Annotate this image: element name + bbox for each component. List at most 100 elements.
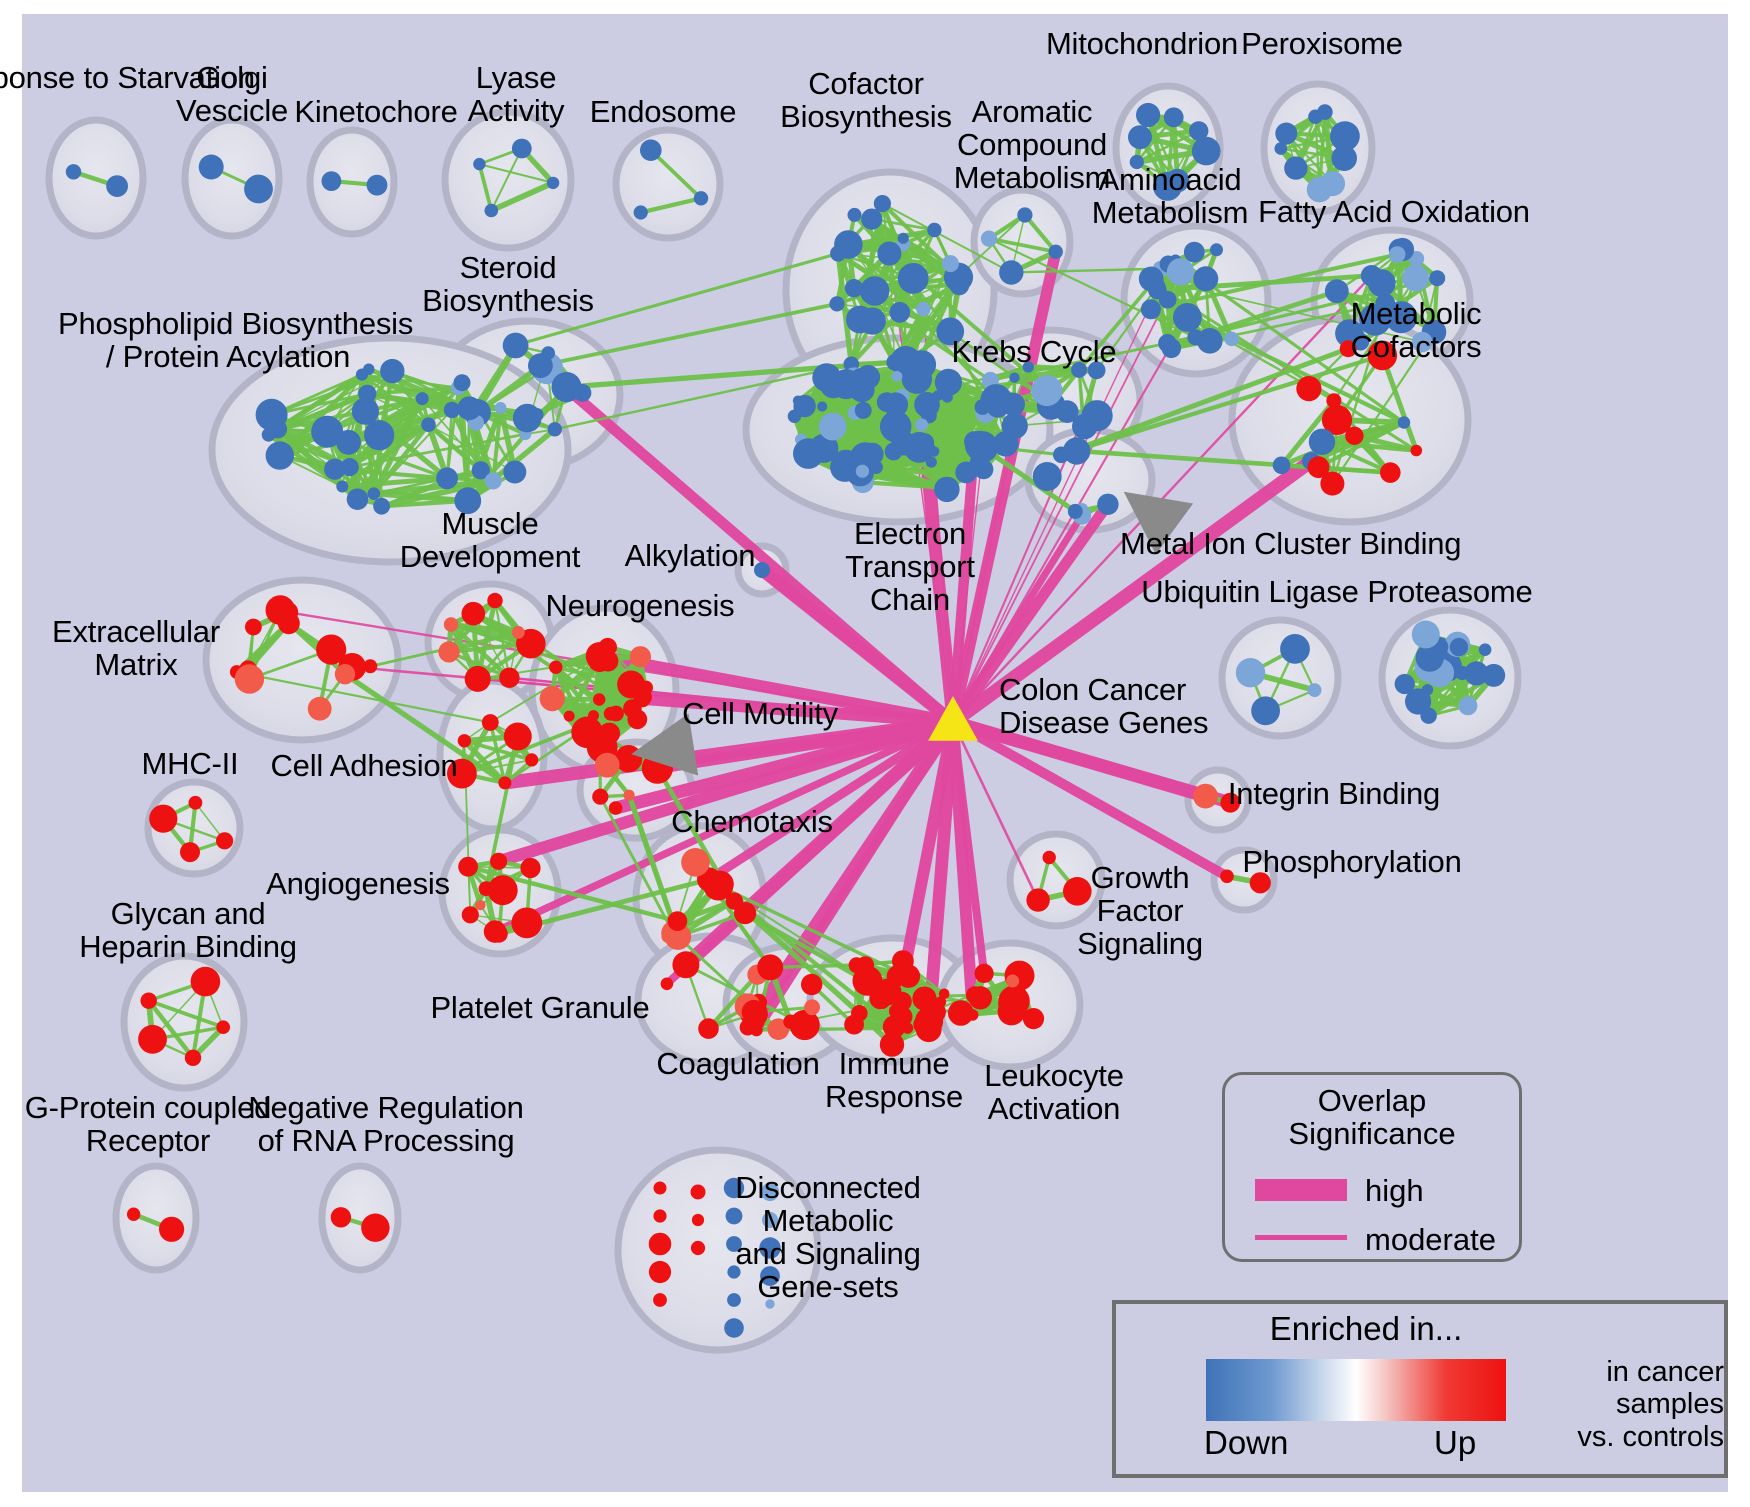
legend-label-down: Down (1204, 1424, 1289, 1461)
gene-set-node (603, 706, 618, 721)
gene-set-node (1042, 850, 1056, 865)
gene-set-node (973, 459, 994, 480)
gene-set-node (855, 464, 870, 478)
gene-set-node (547, 422, 562, 437)
gene-set-node (1410, 444, 1423, 457)
gene-set-node (464, 665, 491, 692)
gene-set-node (623, 789, 635, 801)
gene-set-overlap-edge (342, 475, 448, 489)
gene-set-node (1224, 331, 1239, 347)
gene-set-node (321, 171, 342, 192)
gene-set-node (311, 415, 344, 448)
gene-set-node (1097, 493, 1119, 515)
gene-set-node (964, 431, 985, 452)
cluster-label: Endosome (589, 94, 737, 129)
gene-set-node (261, 427, 276, 442)
gene-set-node (936, 317, 965, 346)
gene-set-node (1022, 1008, 1045, 1030)
gene-set-node (563, 710, 575, 722)
cluster-label: Cofactor Biosynthesis (780, 66, 952, 134)
cluster-label: Coagulation (656, 1046, 820, 1081)
cluster-label: Neurogenesis (545, 588, 735, 623)
inter-cluster-edge (988, 237, 1196, 339)
gene-set-node (1006, 974, 1020, 988)
inter-cluster-edge (540, 301, 838, 368)
gene-set-overlap-edge (477, 163, 494, 211)
gene-set-node (817, 401, 828, 412)
hub-node-colon-cancer-disease-genes[interactable] (928, 696, 978, 741)
gene-set-node (1251, 696, 1280, 726)
gene-set-node (1415, 643, 1444, 672)
gene-set-node (1394, 673, 1415, 695)
gene-set-node (198, 154, 224, 180)
gene-set-node (126, 1207, 141, 1221)
gene-set-node (498, 776, 512, 790)
gene-set-node (847, 207, 862, 222)
inter-cluster-edge (349, 432, 526, 469)
gene-set-node (891, 370, 903, 382)
gene-set-node (905, 975, 916, 986)
gene-set-node (792, 395, 804, 406)
hub-edge-moderate (951, 721, 1040, 901)
gene-set-node (1397, 416, 1411, 429)
gene-set-overlap-edge (381, 498, 468, 509)
legend-label-moderate: moderate (1365, 1222, 1496, 1257)
annotation-arrow (1123, 491, 1194, 555)
gene-set-node (475, 900, 486, 911)
cluster-label: MHC-II (141, 746, 239, 781)
gene-set-node (307, 696, 332, 721)
gene-set-node (873, 195, 892, 213)
cluster-label: Golgi Vescicle (175, 60, 289, 128)
legend-enriched-in: Enriched in... Down Up in cancer samples… (1112, 1300, 1728, 1478)
gene-set-node (1173, 303, 1202, 332)
gene-set-node (1087, 361, 1106, 380)
gene-set-node (346, 488, 369, 511)
cluster-label: Ubiquitin Ligase (1141, 574, 1359, 609)
gene-set-node (473, 157, 486, 171)
legend-swatch-moderate (1255, 1235, 1347, 1240)
legend-label-high: high (1365, 1173, 1424, 1208)
gene-set-node (1320, 471, 1345, 496)
gene-set-node (1331, 145, 1357, 171)
gene-set-node (1235, 658, 1266, 688)
hub-edge-high (922, 721, 960, 1030)
gene-set-node (993, 431, 1019, 457)
gene-set-node (1272, 456, 1291, 475)
gene-set-node (216, 832, 234, 850)
inter-cluster-edge (922, 214, 1026, 310)
gene-set-overlap-edge (347, 440, 448, 480)
gene-set-node (351, 397, 379, 425)
cluster-label: Lyase Activity (467, 60, 565, 128)
gene-set-node (1017, 207, 1033, 223)
gene-set-node (765, 1299, 775, 1309)
gene-set-node (937, 479, 955, 497)
gene-set-node (916, 441, 933, 458)
gene-set-node (849, 376, 875, 403)
gene-set-node (998, 985, 1030, 1017)
gene-set-node (633, 205, 648, 220)
gene-set-overlap-edge (490, 180, 555, 214)
cluster-label: Negative Regulation of RNA Processing (248, 1090, 524, 1158)
cluster-label: Aminoacid Metabolism (1091, 162, 1249, 230)
gene-set-overlap-edge (493, 600, 511, 678)
gene-set-node (891, 430, 916, 456)
gene-set-node (883, 392, 909, 418)
gene-set-node (1429, 270, 1446, 287)
gene-set-node (1284, 156, 1308, 180)
gene-set-node (1071, 361, 1088, 378)
gene-set-overlap-edge (849, 310, 902, 366)
gene-set-node (760, 1266, 780, 1286)
gene-set-overlap-edge (479, 163, 554, 184)
gene-set-node (367, 487, 381, 501)
gene-set-node (897, 263, 929, 294)
gene-set-node (968, 986, 992, 1010)
cluster-label: Extracellular Matrix (52, 614, 220, 682)
cluster-label: Fatty Acid Oxidation (1258, 194, 1530, 229)
gene-set-node (1275, 122, 1298, 145)
gene-set-node (724, 1318, 744, 1338)
gene-set-node (1307, 683, 1322, 697)
hub-edge-moderate (952, 289, 1158, 723)
gene-set-node (1280, 634, 1310, 664)
gene-set-node (499, 667, 520, 688)
